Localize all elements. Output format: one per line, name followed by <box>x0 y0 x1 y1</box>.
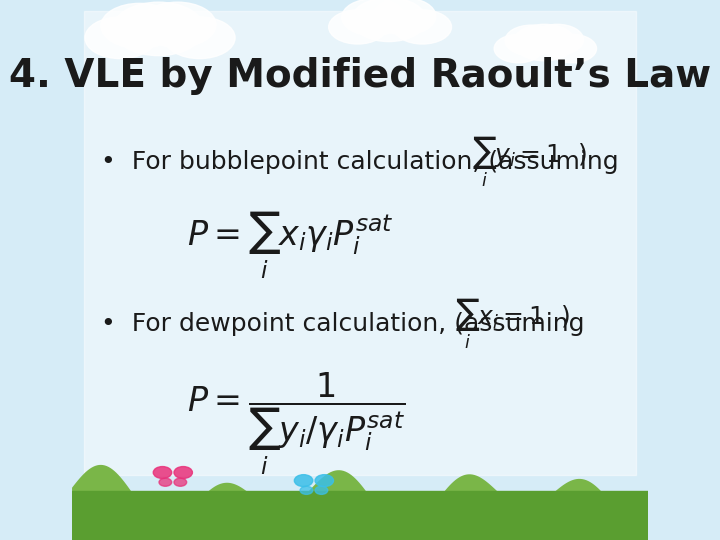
Ellipse shape <box>373 0 436 35</box>
Text: $\sum_i x_i = 1$  ): $\sum_i x_i = 1$ ) <box>455 296 570 352</box>
Bar <box>84 11 636 475</box>
Ellipse shape <box>101 3 178 49</box>
Ellipse shape <box>159 478 171 486</box>
Text: •  For dewpoint calculation, (assuming: • For dewpoint calculation, (assuming <box>101 312 593 336</box>
Ellipse shape <box>113 2 204 56</box>
Ellipse shape <box>494 35 543 63</box>
Bar <box>72 491 648 540</box>
Ellipse shape <box>300 486 312 495</box>
Text: $\sum_i y_i = 1$  ): $\sum_i y_i = 1$ ) <box>472 134 588 190</box>
Ellipse shape <box>153 467 171 478</box>
Ellipse shape <box>164 17 235 58</box>
Ellipse shape <box>531 24 583 55</box>
Text: $P = \sum_i x_i \gamma_i P_i^{sat}$: $P = \sum_i x_i \gamma_i P_i^{sat}$ <box>187 210 394 281</box>
Text: $P = \dfrac{1}{\sum_i y_i / \gamma_i P_i^{sat}}$: $P = \dfrac{1}{\sum_i y_i / \gamma_i P_i… <box>187 370 405 477</box>
Ellipse shape <box>315 486 328 495</box>
Ellipse shape <box>393 10 451 44</box>
Ellipse shape <box>294 475 312 487</box>
Text: 4. VLE by Modified Raoult’s Law: 4. VLE by Modified Raoult’s Law <box>9 57 711 94</box>
Ellipse shape <box>139 2 216 48</box>
Ellipse shape <box>351 0 426 42</box>
Ellipse shape <box>513 24 575 60</box>
Ellipse shape <box>328 10 387 44</box>
Ellipse shape <box>174 467 192 478</box>
Ellipse shape <box>505 25 557 56</box>
Text: •  For bubblepoint calculation, (assuming: • For bubblepoint calculation, (assuming <box>101 150 626 174</box>
Ellipse shape <box>548 35 597 63</box>
Ellipse shape <box>85 17 156 58</box>
Ellipse shape <box>342 0 405 36</box>
Ellipse shape <box>174 478 186 486</box>
Polygon shape <box>72 465 648 540</box>
Ellipse shape <box>315 475 333 487</box>
